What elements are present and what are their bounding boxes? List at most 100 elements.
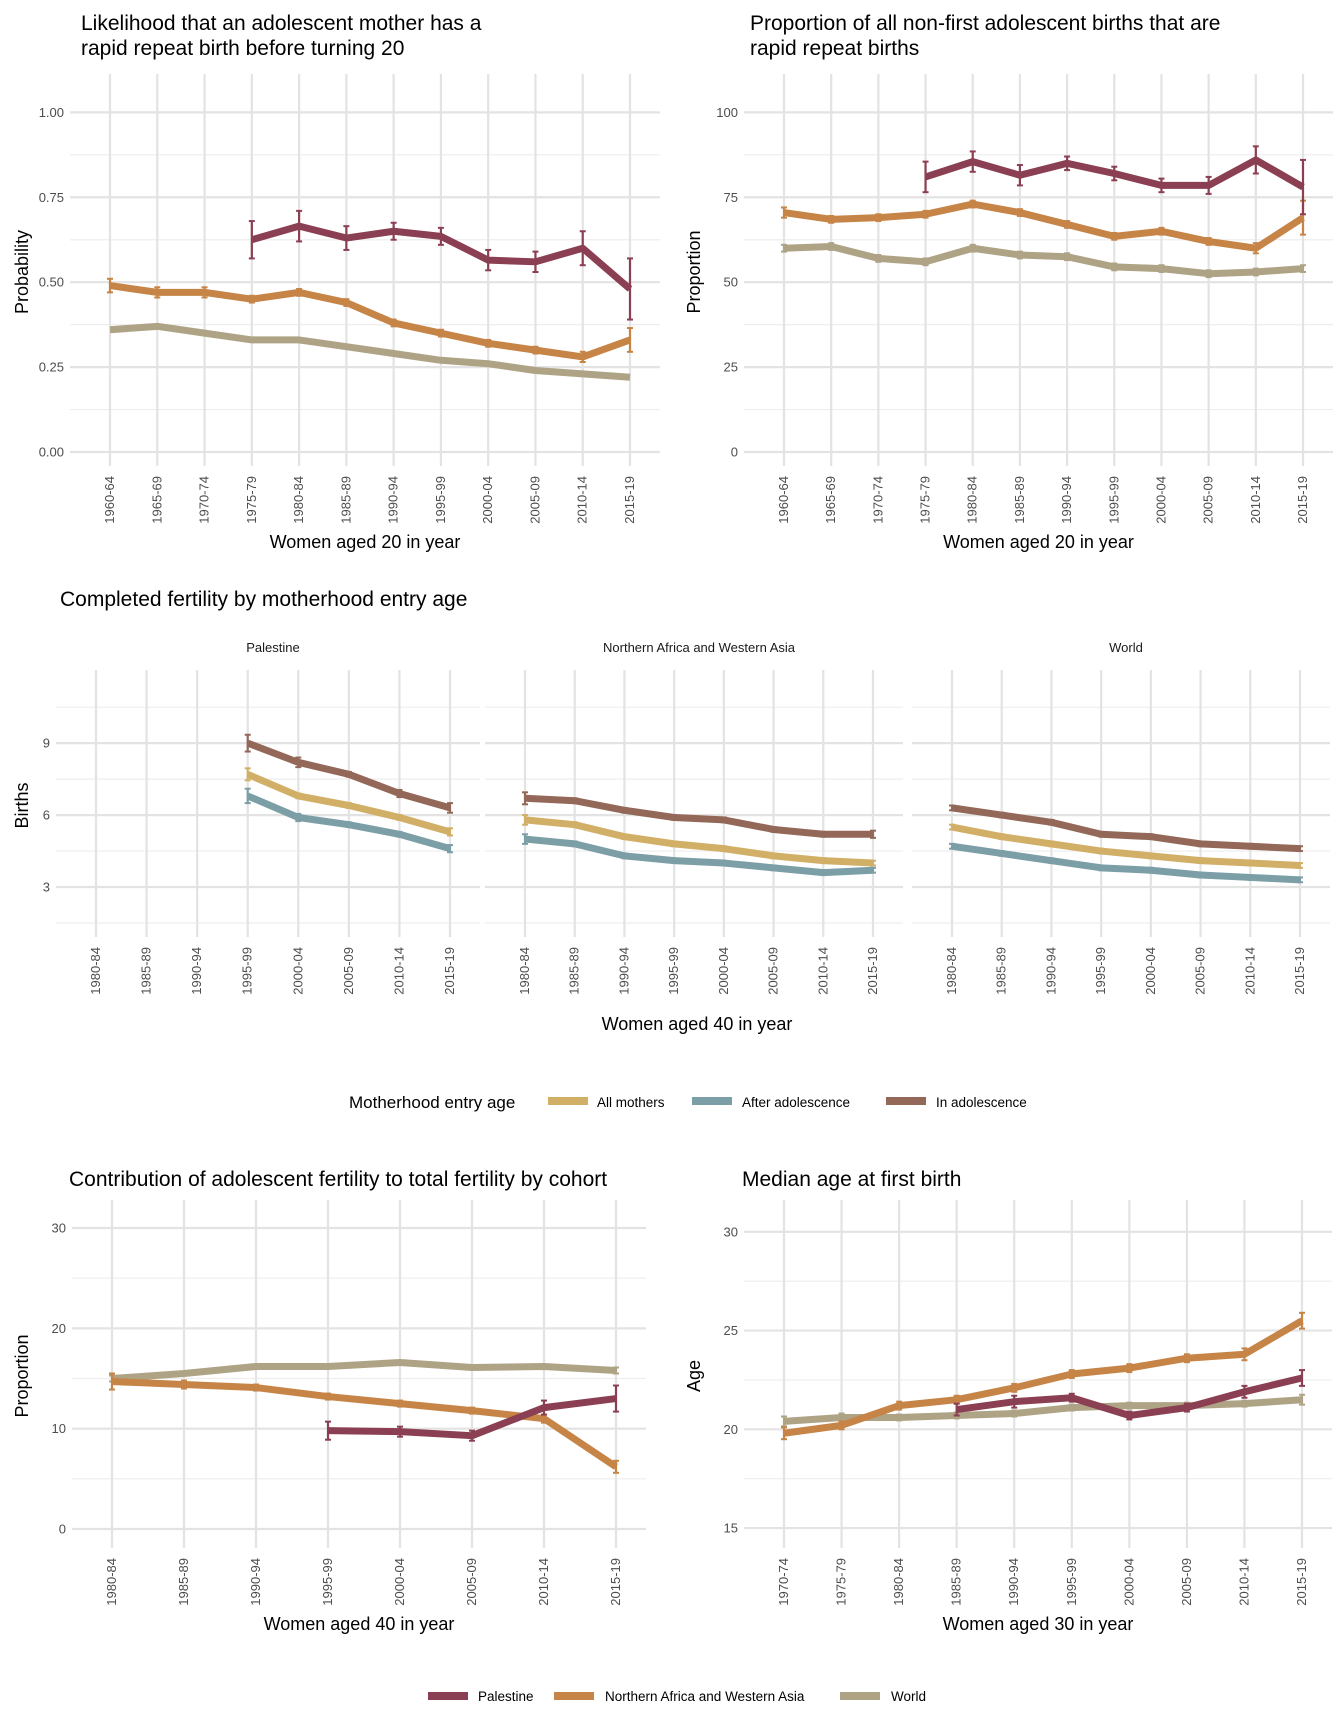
y-tick-label: 0 — [59, 1521, 66, 1536]
x-tick-label: 1995-99 — [1064, 1558, 1079, 1606]
panel-title: rapid repeat births — [750, 37, 919, 60]
x-tick-label: 2015-19 — [622, 476, 637, 524]
y-axis-label: Births — [12, 782, 32, 828]
series-all-mothers — [244, 767, 453, 837]
panel-title: Median age at first birth — [742, 1168, 961, 1191]
series-northern-africa-and-western-asia — [781, 1311, 1305, 1441]
legend-label: In adolescence — [936, 1095, 1027, 1110]
panel-title: Likelihood that an adolescent mother has… — [81, 12, 482, 35]
x-tick-label: 1965-69 — [149, 476, 164, 524]
legend-label: Northern Africa and Western Asia — [605, 1689, 805, 1704]
x-tick-label: 1960-64 — [776, 476, 791, 524]
x-tick-label: 1990-94 — [386, 476, 401, 524]
x-tick-label: 1980-84 — [944, 947, 959, 995]
x-tick-label: 1975-79 — [918, 476, 933, 524]
panel-title: Contribution of adolescent fertility to … — [69, 1168, 607, 1191]
x-tick-label: 2015-19 — [1295, 476, 1310, 524]
x-tick-label: 1995-99 — [320, 1558, 335, 1606]
series-all-mothers — [522, 814, 876, 867]
x-tick-label: 2000-04 — [1121, 1558, 1136, 1606]
y-tick-label: 100 — [716, 105, 738, 120]
x-tick-label: 2010-14 — [815, 947, 830, 995]
legend-title: Motherhood entry age — [349, 1093, 515, 1112]
panel-title: rapid repeat birth before turning 20 — [81, 37, 404, 60]
fertility-3-panel: 1980-84 1985-89 1990-94 1995-99 2000-04 2005-… — [912, 670, 1330, 995]
facet-strip-label: Palestine — [246, 640, 299, 655]
x-tick-label: 1990-94 — [616, 947, 631, 995]
series-palestine — [325, 1384, 619, 1442]
y-tick-label: 9 — [43, 736, 50, 751]
series-line — [783, 200, 1305, 252]
x-tick-label: 1970-74 — [197, 476, 212, 524]
x-axis-label: Women aged 30 in year — [943, 1614, 1134, 1634]
x-tick-label: 1970-74 — [776, 1558, 791, 1606]
x-tick-label: 2000-04 — [290, 947, 305, 995]
series-palestine — [953, 1369, 1305, 1421]
legend-label: After adolescence — [742, 1095, 850, 1110]
series-line — [951, 823, 1301, 869]
legend-swatch — [428, 1692, 468, 1700]
series-world — [109, 322, 631, 381]
legend-swatch — [554, 1692, 594, 1700]
series-line — [951, 842, 1301, 884]
x-tick-label: 2000-04 — [1143, 947, 1158, 995]
x-tick-label: 2010-14 — [536, 1558, 551, 1606]
contribution-panel: 0 10 20 30 1980-84 1985-89 1990-94 1995-99 2000-… — [12, 1168, 646, 1634]
x-tick-label: 2000-04 — [480, 476, 495, 524]
y-tick-label: 0.50 — [39, 275, 64, 290]
x-tick-label: 1980-84 — [104, 1558, 119, 1606]
y-axis-label: Age — [684, 1360, 704, 1392]
series-line — [951, 804, 1301, 853]
fertility-title: Completed fertility by motherhood entry … — [60, 588, 467, 611]
x-tick-label: 2015-19 — [608, 1558, 623, 1606]
legend-label: All mothers — [597, 1095, 665, 1110]
x-tick-label: 1985-89 — [567, 947, 582, 995]
x-tick-label: 2005-09 — [527, 476, 542, 524]
x-tick-label: 2000-04 — [1153, 476, 1168, 524]
panel-title: Proportion of all non-first adolescent b… — [750, 12, 1220, 35]
y-tick-label: 25 — [724, 1323, 738, 1338]
x-tick-label: 1990-94 — [189, 947, 204, 995]
series-after-adolescence — [949, 842, 1303, 884]
x-tick-label: 1985-89 — [949, 1558, 964, 1606]
x-tick-label: 2015-19 — [1294, 1558, 1309, 1606]
x-tick-label: 1995-99 — [1106, 476, 1121, 524]
series-line — [111, 1358, 617, 1382]
x-tick-label: 1995-99 — [433, 476, 448, 524]
x-tick-label: 2005-09 — [1201, 476, 1216, 524]
series-line — [524, 835, 874, 877]
x-tick-label: 1980-84 — [965, 476, 980, 524]
y-axis-label: Proportion — [12, 1334, 32, 1417]
rapid-panel: 0.00 0.25 0.50 0.75 1.00 1960-64 1965-69 1970-7… — [12, 12, 660, 552]
x-tick-label: 1985-89 — [994, 947, 1009, 995]
legend-swatch — [886, 1097, 926, 1105]
series-line — [109, 282, 632, 361]
y-tick-label: 1.00 — [39, 105, 64, 120]
x-tick-label: 1990-94 — [1006, 1558, 1021, 1606]
x-tick-label: 1995-99 — [1093, 947, 1108, 995]
series-after-adolescence — [522, 833, 876, 877]
x-tick-label: 1980-84 — [891, 1558, 906, 1606]
series-all-mothers — [949, 823, 1303, 869]
x-tick-label: 1985-89 — [176, 1558, 191, 1606]
x-tick-label: 2010-14 — [1248, 476, 1263, 524]
x-tick-label: 2005-09 — [1179, 1558, 1194, 1606]
x-tick-label: 2015-19 — [865, 947, 880, 995]
series-line — [524, 816, 874, 867]
legend-label: Palestine — [478, 1689, 534, 1704]
x-tick-label: 1995-99 — [240, 947, 255, 995]
y-tick-label: 20 — [724, 1422, 738, 1437]
x-tick-label: 2005-09 — [464, 1558, 479, 1606]
series-in-adolescence — [949, 804, 1303, 853]
series-line — [109, 322, 631, 381]
series-world — [781, 242, 1306, 279]
x-tick-label: 2010-14 — [575, 476, 590, 524]
x-tick-label: 1985-89 — [338, 476, 353, 524]
y-axis-label: Probability — [12, 230, 32, 314]
y-tick-label: 0.75 — [39, 190, 64, 205]
series-line — [111, 1378, 618, 1470]
fertility-2-panel: 1980-84 1985-89 1990-94 1995-99 2000-04 2005-… — [485, 670, 903, 995]
legend-swatch — [548, 1097, 588, 1105]
x-tick-label: 1985-89 — [139, 947, 154, 995]
x-tick-label: 2015-19 — [1292, 947, 1307, 995]
